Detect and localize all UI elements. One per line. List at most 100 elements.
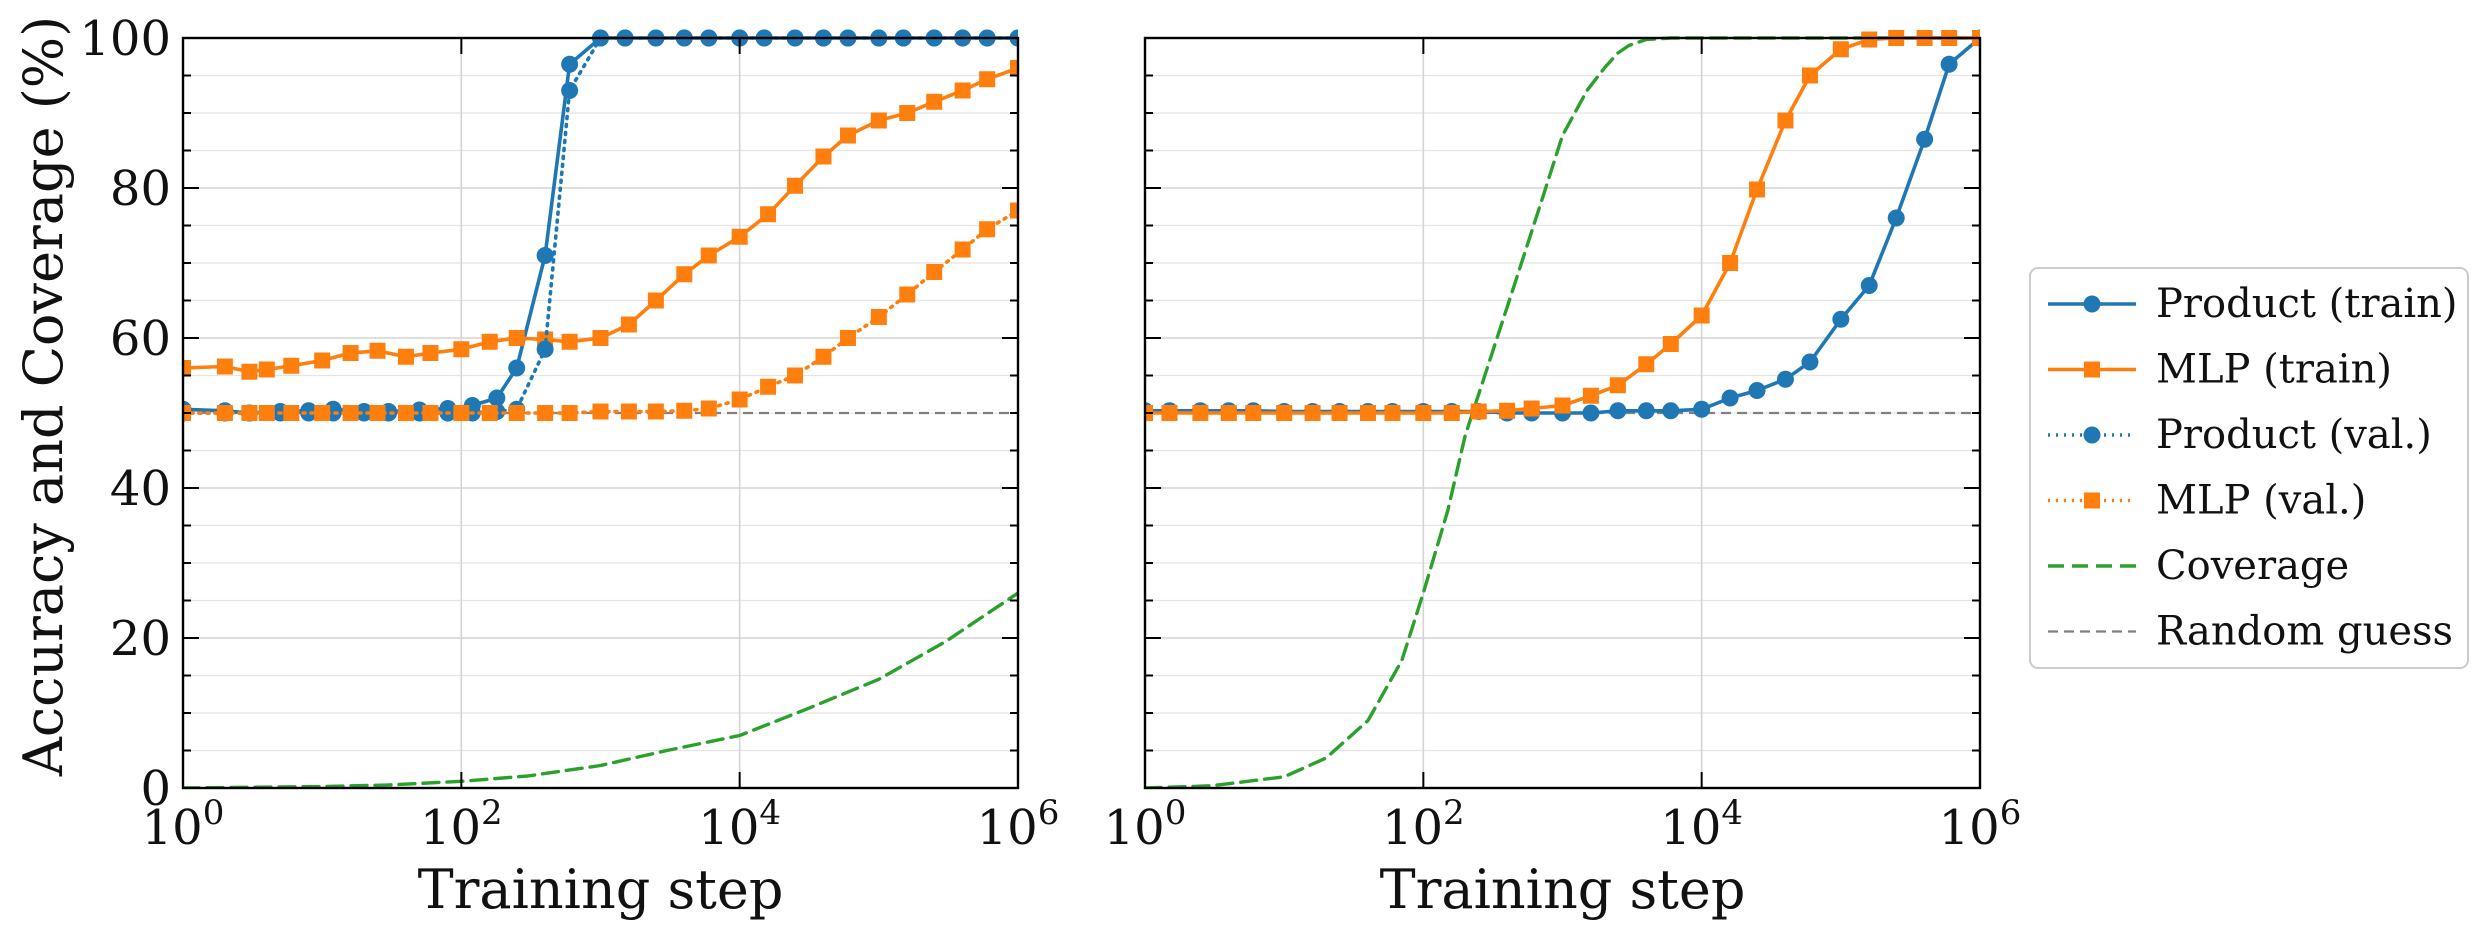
- data-point: [1304, 405, 1321, 421]
- legend-label: Coverage: [2156, 543, 2349, 589]
- data-point: [422, 345, 439, 361]
- data-point: [1637, 402, 1655, 420]
- legend-label: Product (val.): [2156, 412, 2432, 458]
- data-point: [979, 71, 996, 88]
- data-point: [1693, 307, 1710, 324]
- data-point: [481, 405, 498, 421]
- series-line: [183, 591, 1018, 788]
- data-point: [1832, 310, 1850, 328]
- legend: Product (train) MLP (train) Product (val.)…: [2029, 267, 2469, 669]
- data-point: [422, 405, 439, 421]
- data-point: [1582, 404, 1600, 422]
- legend-entry: Product (val.): [2048, 412, 2432, 458]
- data-point: [1245, 405, 1262, 421]
- x-tick-label: 102: [1382, 793, 1465, 856]
- x-tick-label: 104: [698, 793, 781, 856]
- data-point: [1662, 336, 1679, 352]
- data-point: [700, 400, 717, 417]
- data-point: [1832, 41, 1849, 58]
- data-point: [1415, 405, 1432, 421]
- data-point: [979, 221, 996, 238]
- data-point: [1276, 405, 1293, 421]
- data-point: [1777, 112, 1794, 129]
- data-point: [787, 367, 804, 384]
- data-point: [1748, 382, 1766, 399]
- data-point: [216, 358, 233, 375]
- data-point: [1010, 202, 1018, 219]
- legend-entry: Coverage: [2048, 543, 2349, 589]
- legend-frame: [2029, 267, 2469, 669]
- series-group: [1145, 29, 1980, 788]
- data-point: [300, 404, 318, 422]
- data-point: [183, 360, 191, 376]
- data-point: [1776, 370, 1794, 388]
- legend-label: MLP (train): [2156, 347, 2392, 393]
- data-point: [1554, 397, 1571, 414]
- data-point: [561, 333, 578, 350]
- legend-entry: MLP (val.): [2048, 478, 2366, 524]
- data-point: [536, 340, 554, 358]
- data-point: [1801, 67, 1818, 84]
- data-point: [342, 405, 359, 421]
- data-point: [241, 405, 258, 421]
- data-point: [926, 93, 943, 110]
- data-point: [258, 405, 275, 421]
- data-point: [241, 363, 258, 380]
- legend-entry: Product (train): [2048, 281, 2457, 327]
- data-point: [760, 206, 777, 223]
- x-tick-label: 104: [1660, 793, 1743, 856]
- data-point: [592, 403, 609, 420]
- data-point: [1331, 405, 1348, 421]
- data-point: [731, 391, 748, 408]
- data-point: [258, 361, 275, 378]
- data-point: [1582, 387, 1599, 404]
- legend-entry: Random guess: [2048, 609, 2453, 655]
- data-point: [561, 82, 579, 99]
- data-point: [815, 348, 832, 365]
- data-point: [283, 357, 300, 374]
- data-point: [369, 405, 386, 421]
- data-point: [1470, 403, 1487, 420]
- data-point: [1384, 405, 1401, 421]
- data-point: [787, 177, 804, 194]
- data-point: [355, 404, 373, 422]
- data-point: [839, 330, 856, 346]
- data-point: [1693, 400, 1711, 418]
- data-point: [954, 241, 971, 258]
- data-point: [508, 405, 525, 421]
- x-tick-label: 100: [142, 793, 225, 856]
- chart-panel-2: 100 102 104 106 Training step: [1104, 29, 2022, 921]
- x-axis-label: Training step: [1380, 858, 1746, 921]
- data-point: [561, 405, 578, 421]
- data-point: [870, 112, 887, 129]
- y-tick-label: 0: [140, 761, 171, 817]
- series-line: [1145, 36, 1980, 788]
- data-point: [899, 105, 916, 121]
- data-point: [870, 309, 887, 325]
- data-point: [453, 341, 470, 358]
- data-point: [314, 352, 331, 369]
- data-point: [283, 405, 300, 421]
- data-point: [760, 378, 777, 395]
- data-point: [342, 345, 359, 361]
- x-tick-label: 100: [1104, 793, 1187, 856]
- data-point: [620, 316, 637, 333]
- y-tick-label: 100: [79, 11, 171, 67]
- data-point: [1609, 402, 1627, 420]
- data-point: [592, 330, 609, 346]
- data-point: [1861, 31, 1878, 48]
- data-point: [1860, 277, 1878, 294]
- data-point: [647, 403, 664, 420]
- x-tick-label: 106: [977, 793, 1060, 856]
- data-point: [1749, 181, 1766, 198]
- data-point: [481, 333, 498, 350]
- data-point: [369, 342, 386, 359]
- data-point: [537, 405, 554, 421]
- data-point: [815, 148, 832, 165]
- legend-label: Product (train): [2156, 281, 2457, 327]
- data-point: [397, 348, 414, 365]
- x-tick-label: 106: [1939, 793, 2022, 856]
- data-point: [731, 228, 748, 245]
- data-point: [1499, 402, 1516, 419]
- data-point: [561, 55, 579, 73]
